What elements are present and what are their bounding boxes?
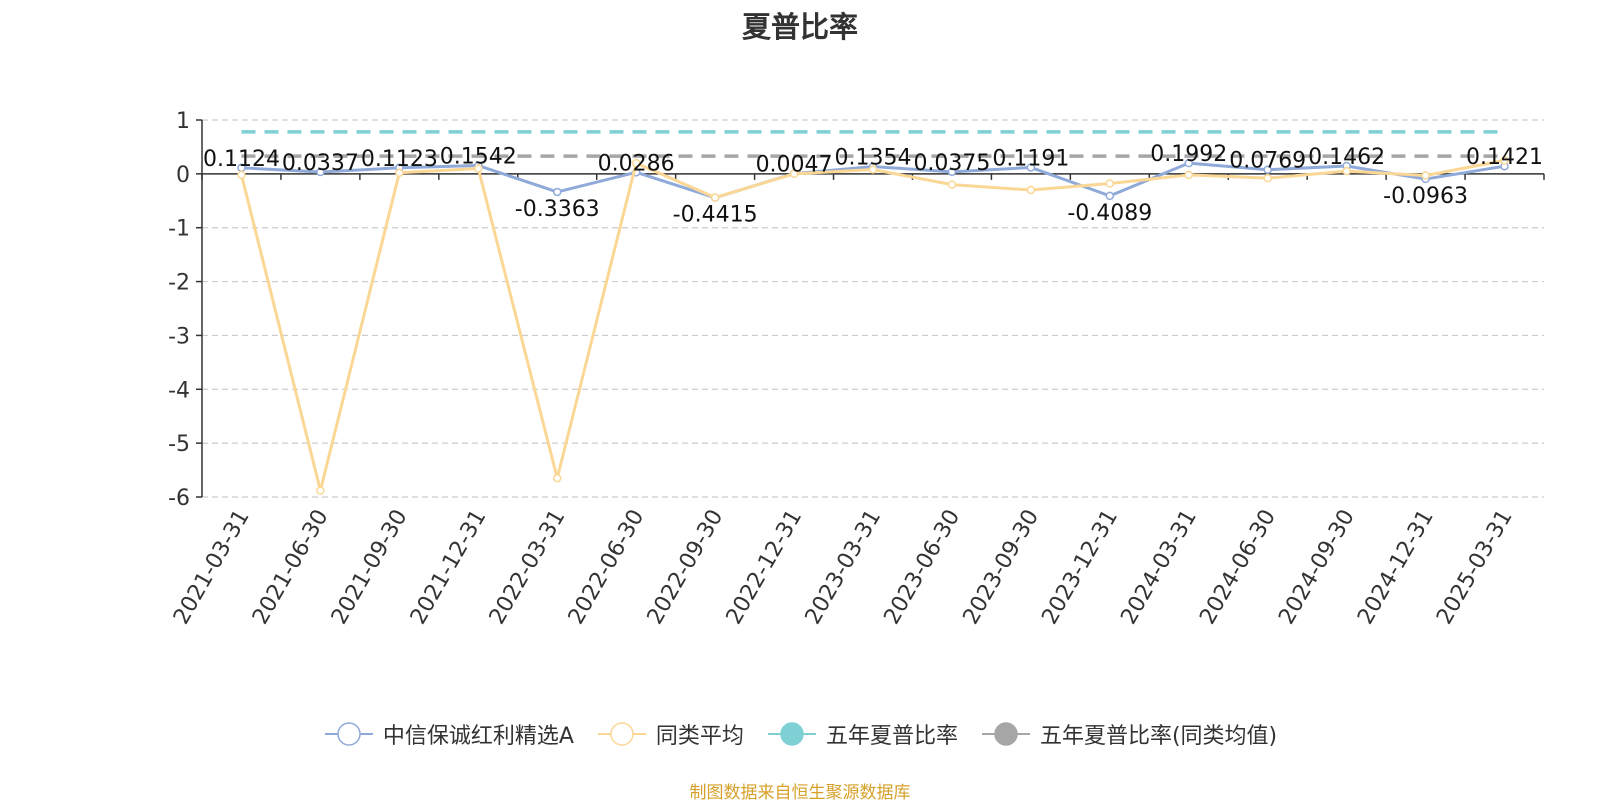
y-tick-label: -2 bbox=[168, 271, 190, 296]
y-tick-label: -3 bbox=[168, 324, 190, 349]
data-label: 0.0286 bbox=[598, 151, 675, 176]
peer-average-series-point bbox=[474, 164, 483, 173]
data-label: 0.0047 bbox=[756, 153, 833, 178]
fund-series-point bbox=[1263, 165, 1272, 174]
x-tick-label: 2022-06-30 bbox=[564, 506, 650, 629]
x-tick-label: 2024-06-30 bbox=[1195, 506, 1281, 629]
data-label: 0.1354 bbox=[835, 146, 912, 171]
peer-average-series-point bbox=[947, 180, 957, 189]
fund-series-point bbox=[1105, 191, 1115, 201]
peer-average-series-point bbox=[1421, 171, 1430, 180]
x-tick-label: 2022-03-31 bbox=[485, 506, 571, 629]
data-label: 0.0337 bbox=[282, 151, 359, 176]
data-label: 0.1542 bbox=[440, 145, 517, 170]
source-note: 制图数据来自恒生聚源数据库 bbox=[689, 783, 911, 803]
peer-average-series-point bbox=[710, 193, 720, 202]
filled-circle-icon bbox=[767, 722, 816, 746]
fund-series-point bbox=[552, 187, 562, 197]
peer-average-series-point bbox=[1342, 166, 1351, 176]
x-tick-label: 2023-09-30 bbox=[958, 506, 1044, 629]
x-tick-label: 2025-03-31 bbox=[1432, 506, 1518, 629]
data-label: -0.4415 bbox=[673, 203, 758, 228]
x-tick-label: 2023-06-30 bbox=[880, 506, 966, 629]
peer-average-series-point bbox=[789, 169, 799, 179]
data-label: 0.1992 bbox=[1150, 142, 1227, 167]
peer-average-series-line bbox=[240, 158, 1505, 493]
data-label: -0.4089 bbox=[1067, 201, 1152, 226]
y-tick-label: 0 bbox=[176, 163, 190, 188]
legend-label: 五年夏普比率 bbox=[825, 724, 958, 749]
legend-item[interactable]: 同类平均 bbox=[596, 718, 744, 750]
peer-average-series-point bbox=[1263, 173, 1272, 183]
legend-label: 同类平均 bbox=[655, 724, 744, 749]
peer-average-series-point bbox=[631, 158, 641, 168]
peer-average-series-point bbox=[395, 168, 404, 178]
x-tick-label: 2021-03-31 bbox=[169, 506, 255, 629]
x-tick-label: 2021-09-30 bbox=[327, 505, 413, 628]
fund-series-point bbox=[947, 167, 957, 177]
hollow-circle-icon bbox=[597, 722, 646, 746]
legend-label: 五年夏普比率(同类均值) bbox=[1039, 724, 1278, 749]
data-label: 0.1191 bbox=[992, 146, 1069, 171]
x-tick-label: 2021-12-31 bbox=[406, 506, 492, 629]
y-tick-label: -1 bbox=[168, 217, 190, 242]
x-tick-label: 2023-03-31 bbox=[801, 506, 887, 629]
filled-circle-icon bbox=[981, 722, 1030, 746]
legend-item[interactable]: 五年夏普比率 bbox=[766, 718, 958, 750]
x-tick-label: 2024-09-30 bbox=[1274, 506, 1360, 629]
hollow-circle-icon bbox=[324, 722, 373, 746]
y-tick-label: -6 bbox=[168, 486, 190, 511]
y-tick-label: -4 bbox=[168, 378, 190, 403]
peer-average-series-point bbox=[1500, 156, 1509, 165]
y-tick-label: 1 bbox=[176, 109, 190, 134]
peer-average-series-point bbox=[316, 486, 325, 495]
data-label: -0.0963 bbox=[1383, 184, 1468, 209]
fund-series-point bbox=[1026, 163, 1036, 172]
x-tick-label: 2022-12-31 bbox=[722, 506, 808, 629]
peer-average-series-point bbox=[1026, 185, 1036, 195]
x-tick-label: 2021-06-30 bbox=[248, 506, 334, 629]
data-label: 0.1462 bbox=[1308, 145, 1385, 170]
legend-item[interactable]: 中信保诚红利精选A bbox=[323, 718, 574, 750]
data-label: 0.0375 bbox=[913, 151, 990, 176]
data-label: 0.0769 bbox=[1229, 149, 1306, 174]
chart-title: 夏普比率 bbox=[741, 10, 858, 44]
x-tick-label: 2024-03-31 bbox=[1116, 506, 1202, 629]
x-tick-label: 2022-09-30 bbox=[643, 506, 729, 629]
data-label: 0.1421 bbox=[1466, 145, 1543, 170]
peer-average-series-point bbox=[237, 170, 246, 180]
data-label: -0.3363 bbox=[515, 197, 600, 222]
legend-item[interactable]: 五年夏普比率(同类均值) bbox=[980, 718, 1277, 750]
data-label: 0.1124 bbox=[203, 147, 280, 172]
legend-label: 中信保诚红利精选A bbox=[382, 724, 574, 749]
legend: 中信保诚红利精选A 同类平均 五年夏普比率 五年夏普比率(同类均值) bbox=[0, 718, 1600, 750]
peer-average-series-point bbox=[1184, 170, 1194, 180]
peer-average-series-point bbox=[868, 165, 878, 174]
peer-average-series-point bbox=[1105, 179, 1115, 188]
fund-series-point bbox=[1184, 158, 1194, 168]
y-tick-label: -5 bbox=[168, 432, 190, 457]
peer-average-series-point bbox=[552, 473, 562, 483]
x-tick-label: 2024-12-31 bbox=[1353, 506, 1439, 629]
fund-series-point bbox=[316, 167, 325, 177]
data-label: 0.1123 bbox=[361, 147, 438, 172]
x-tick-label: 2023-12-31 bbox=[1037, 506, 1123, 629]
